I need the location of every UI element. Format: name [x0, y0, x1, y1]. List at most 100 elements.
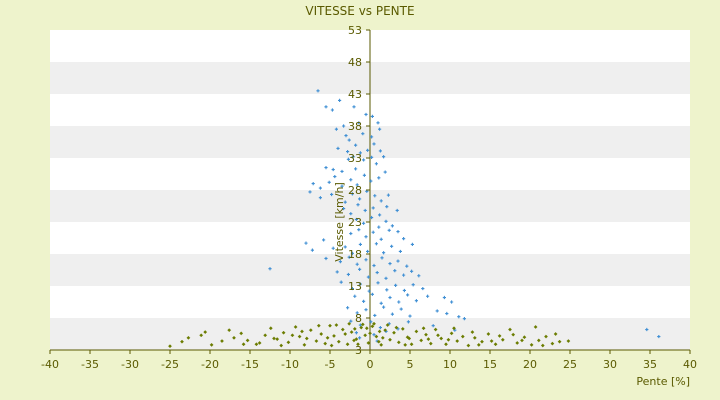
series-2-point: [424, 332, 428, 337]
series-1-point: [362, 173, 366, 177]
series-2-point: [508, 327, 512, 332]
series-2-point: [493, 342, 498, 347]
series-2-point: [385, 323, 390, 327]
series-2-point: [396, 340, 401, 345]
series-1-point: [324, 256, 328, 261]
series-2-point: [544, 334, 548, 339]
series-2-point: [334, 323, 339, 327]
series-1-point: [331, 246, 335, 250]
series-2-point: [515, 341, 520, 345]
series-1-point: [308, 190, 312, 194]
series-1-point: [355, 183, 359, 187]
series-1-point: [372, 263, 376, 268]
series-1-point: [406, 293, 410, 297]
series-2-point: [332, 334, 336, 338]
series-1-point: [402, 273, 406, 277]
series-2-point: [383, 328, 388, 333]
x-tick-label: -25: [161, 358, 179, 371]
series-1-point: [457, 315, 461, 319]
series-1-point: [374, 162, 378, 166]
series-2-point: [293, 325, 298, 329]
x-tick-label: -20: [201, 358, 219, 371]
x-tick-label: -5: [325, 358, 336, 371]
series-1-point: [347, 255, 351, 259]
series-1-point: [346, 157, 350, 161]
series-1-point: [379, 301, 383, 305]
x-tick-label: -15: [241, 358, 259, 371]
series-2-point: [472, 335, 477, 340]
series-1-point: [384, 276, 388, 280]
series-1-point: [370, 114, 374, 118]
series-1-point: [358, 197, 362, 201]
series-2-point: [352, 338, 356, 343]
y-tick-label: 33: [348, 152, 362, 165]
series-2-point: [356, 342, 360, 347]
series-2-point: [297, 334, 302, 339]
series-2-point: [245, 338, 250, 343]
x-tick-label: 15: [483, 358, 497, 371]
series-2-point: [302, 342, 307, 347]
series-1-point: [338, 260, 342, 264]
series-1-point: [386, 193, 390, 197]
series-1-point: [378, 213, 382, 217]
series-1-point: [388, 262, 392, 266]
series-1-point: [390, 312, 394, 316]
series-2-point: [511, 332, 516, 337]
series-1-point: [349, 178, 353, 182]
series-1-point: [426, 294, 430, 298]
x-tick-label: 10: [443, 358, 457, 371]
y-tick-label: 23: [348, 216, 362, 229]
x-axis-label: Pente [%]: [636, 375, 690, 388]
series-1-point: [402, 288, 406, 293]
series-2-point: [263, 333, 268, 338]
series-1-point: [364, 308, 368, 312]
series-1-point: [371, 230, 375, 234]
series-1-point: [354, 217, 358, 222]
series-2-point: [550, 341, 555, 346]
series-1-point: [388, 295, 392, 300]
series-2-point: [392, 330, 396, 335]
series-1-point: [364, 112, 368, 117]
series-1-point: [352, 105, 356, 109]
series-1-point: [394, 283, 398, 287]
y-tick-label: 13: [348, 280, 362, 293]
series-1-point: [350, 192, 354, 196]
series-1-point: [342, 124, 346, 128]
series-2-point: [380, 335, 385, 340]
series-2-point: [414, 329, 419, 334]
series-2-point: [304, 336, 309, 341]
x-tick-label: 25: [563, 358, 577, 371]
series-2-point: [349, 330, 354, 334]
x-tick-label: 40: [683, 358, 697, 371]
y-axis-label: Vitesse [km/h]: [333, 182, 346, 262]
series-1-point: [397, 300, 401, 304]
series-2-point: [199, 333, 204, 338]
series-1-point: [373, 313, 377, 318]
series-1-point: [330, 192, 334, 197]
series-1-point: [462, 317, 466, 321]
x-tick-label: 30: [603, 358, 617, 371]
series-2-point: [279, 343, 284, 348]
series-1-point: [405, 264, 409, 268]
x-tick-label: 20: [523, 358, 537, 371]
y-tick-label: 43: [348, 88, 362, 101]
series-1-point: [657, 334, 661, 339]
series-2-point: [209, 342, 214, 347]
series-1-point: [414, 299, 418, 303]
y-tick-label: 48: [348, 56, 362, 69]
x-tick-label: -30: [121, 358, 139, 371]
series-2-point: [290, 333, 295, 338]
y-tick-label: 53: [348, 24, 362, 37]
series-1-point: [327, 180, 331, 184]
series-2-point: [466, 343, 471, 348]
y-tick-label: 3: [355, 344, 362, 357]
series-1-point: [349, 319, 353, 323]
series-1-point: [364, 235, 368, 239]
series-1-point: [380, 256, 384, 260]
series-1-point: [411, 283, 415, 287]
series-1-point: [358, 282, 362, 286]
series-1-point: [445, 311, 449, 316]
series-1-point: [335, 270, 339, 274]
series-2-point: [363, 333, 368, 338]
series-1-point: [358, 242, 362, 246]
